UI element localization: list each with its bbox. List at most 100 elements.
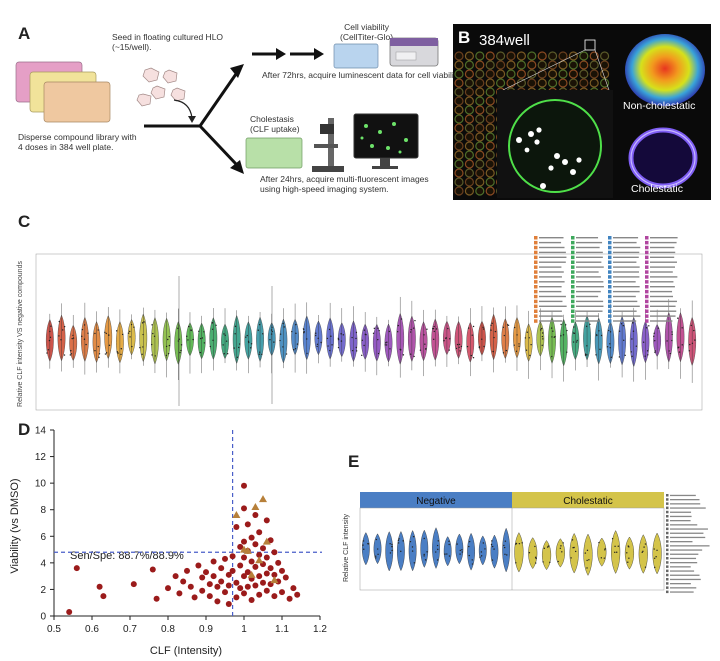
well bbox=[485, 123, 495, 133]
scatter-point bbox=[130, 581, 137, 588]
violin-c-point bbox=[632, 330, 635, 332]
legend-swatch bbox=[534, 236, 538, 240]
violin-c-point bbox=[413, 355, 415, 358]
after72-text: After 72hrs, acquire luminescent data fo… bbox=[262, 70, 463, 80]
violin-e-point bbox=[627, 561, 629, 563]
scatter-point bbox=[206, 593, 213, 600]
legend-swatch bbox=[608, 309, 612, 313]
violin-e bbox=[467, 532, 475, 571]
violin-c-point bbox=[131, 345, 133, 348]
violin-e-point bbox=[535, 562, 537, 564]
legend-e-marker bbox=[666, 502, 669, 505]
violin-c-point bbox=[494, 330, 497, 333]
violin-e-point bbox=[655, 556, 657, 558]
scatter-triangle bbox=[243, 546, 252, 554]
legend-e-entry-line bbox=[670, 524, 698, 526]
panel-e-letter: E bbox=[348, 452, 360, 471]
well bbox=[589, 69, 599, 79]
violin-c-point bbox=[303, 331, 305, 334]
legend-swatch bbox=[571, 236, 575, 240]
violin-c-point bbox=[455, 347, 458, 350]
violin-c-point bbox=[631, 355, 633, 358]
scatter-point bbox=[191, 594, 198, 601]
violin-c-point bbox=[400, 349, 402, 351]
violin-c-point bbox=[388, 330, 390, 333]
panel-d-annotation: Sen/Spe: 88.7%/88.9% bbox=[70, 550, 184, 562]
violin-c-point bbox=[190, 329, 192, 332]
violin-e-point bbox=[471, 559, 473, 561]
violin-c-point bbox=[541, 344, 543, 347]
violin-e-point bbox=[375, 557, 377, 559]
legend-swatch bbox=[645, 275, 649, 279]
well bbox=[579, 51, 589, 61]
violin-c-point bbox=[199, 337, 202, 340]
violin-c-point bbox=[133, 326, 135, 328]
violin-e-point bbox=[626, 552, 628, 554]
legend-entry-line bbox=[650, 310, 677, 312]
violin-c-point bbox=[644, 355, 646, 357]
panel-e-violin-plot: Negative Cholestatic Relative CLF intens… bbox=[343, 492, 665, 591]
legend-e-marker bbox=[666, 519, 669, 522]
violin-e bbox=[502, 527, 511, 573]
legend-entry-line bbox=[576, 320, 600, 322]
y-tick-label: 4 bbox=[40, 558, 46, 569]
well bbox=[485, 186, 495, 196]
violin-c-point bbox=[120, 348, 123, 350]
violin-e-point bbox=[574, 550, 577, 553]
well bbox=[579, 69, 589, 79]
violin-c-point bbox=[60, 339, 62, 341]
well bbox=[589, 60, 599, 70]
legend-e-entry-line bbox=[670, 494, 696, 497]
violin-c-point bbox=[551, 336, 553, 338]
violin-c-point bbox=[681, 327, 683, 329]
violin-e bbox=[490, 534, 499, 569]
panel-c-ylabel: Relative CLF intensity VS negative compo… bbox=[17, 261, 24, 407]
violin-c-point bbox=[211, 328, 214, 330]
violin-c-point bbox=[108, 334, 110, 336]
violin-c-point bbox=[249, 347, 252, 349]
violin-e-point bbox=[616, 551, 618, 553]
scatter-point bbox=[294, 591, 301, 598]
legend-swatch bbox=[571, 299, 575, 304]
violin-c-point bbox=[691, 342, 694, 345]
well bbox=[568, 51, 579, 61]
violin-c-point bbox=[340, 333, 342, 335]
violin-e-point bbox=[570, 557, 572, 559]
violin-c-point bbox=[120, 353, 122, 356]
violin-e-point bbox=[435, 551, 437, 553]
cholestatic-organoid bbox=[628, 127, 698, 189]
violin-e bbox=[514, 532, 524, 573]
well bbox=[579, 60, 589, 70]
violin-e-point bbox=[444, 553, 446, 555]
scatter-triangle bbox=[251, 503, 260, 511]
violin-e-point bbox=[413, 562, 416, 564]
well bbox=[600, 51, 610, 61]
violin-e-point bbox=[543, 547, 546, 550]
violin-e-point bbox=[468, 554, 470, 557]
legend-e-entry-line bbox=[670, 587, 697, 589]
violin-c-point bbox=[291, 330, 293, 333]
scatter-point bbox=[237, 543, 244, 550]
well bbox=[464, 78, 474, 88]
violin-c-point bbox=[400, 318, 403, 320]
cholestatic-label: Cholestatic bbox=[631, 183, 683, 195]
violin-c-point bbox=[607, 329, 610, 332]
violin-e-point bbox=[611, 538, 614, 540]
violin-e-point bbox=[448, 555, 451, 557]
violin-c-point bbox=[279, 339, 281, 342]
legend-e-entry-line bbox=[670, 515, 692, 518]
violin-e-point bbox=[656, 549, 658, 551]
violin-c-point bbox=[248, 341, 250, 344]
violin-c-point bbox=[560, 323, 562, 326]
scatter-point bbox=[244, 521, 251, 528]
violin-e bbox=[583, 533, 593, 576]
violin-e-point bbox=[571, 539, 574, 541]
violin-e-point bbox=[391, 543, 393, 546]
violin-c-point bbox=[247, 340, 250, 343]
violin-e-point bbox=[362, 544, 364, 546]
well bbox=[475, 141, 485, 151]
viability-plate-icon bbox=[333, 43, 379, 69]
legend-entry-line bbox=[650, 276, 678, 278]
well bbox=[454, 186, 464, 196]
violin-c-point bbox=[589, 323, 591, 325]
